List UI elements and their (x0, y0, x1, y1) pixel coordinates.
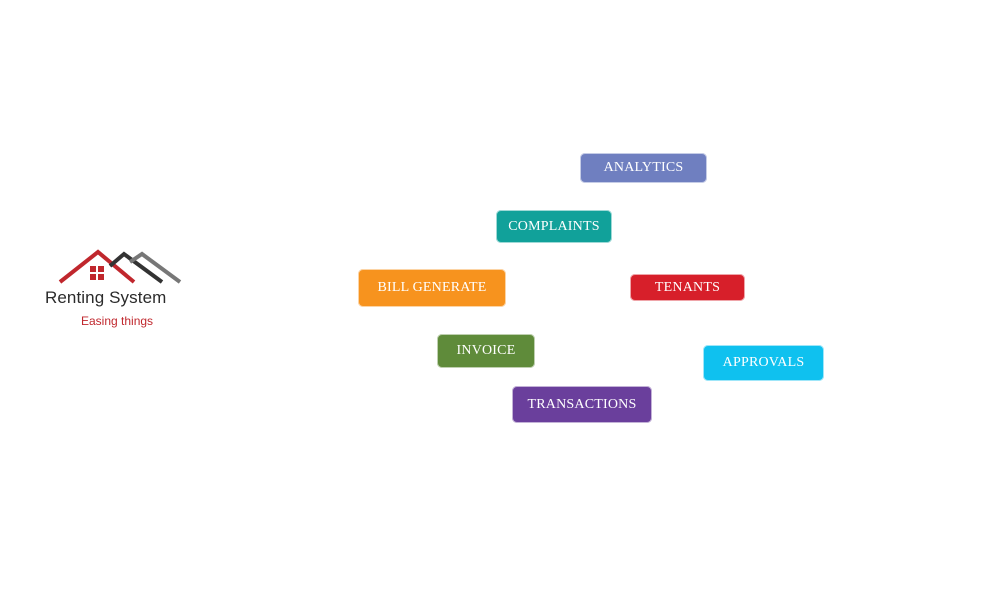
complaints-button[interactable]: COMPLAINTS (496, 210, 612, 243)
approvals-button[interactable]: APPROVALS (703, 345, 824, 381)
app-logo: Renting System Easing things (40, 248, 200, 338)
logo-title: Renting System (45, 288, 167, 307)
invoice-button[interactable]: INVOICE (437, 334, 535, 368)
analytics-button[interactable]: ANALYTICS (580, 153, 707, 183)
logo-tagline: Easing things (81, 314, 154, 328)
transactions-button[interactable]: TRANSACTIONS (512, 386, 652, 423)
house-roofs-icon (58, 249, 182, 284)
bill-generate-button[interactable]: BILL GENERATE (358, 269, 506, 307)
tenants-button[interactable]: TENANTS (630, 274, 745, 301)
